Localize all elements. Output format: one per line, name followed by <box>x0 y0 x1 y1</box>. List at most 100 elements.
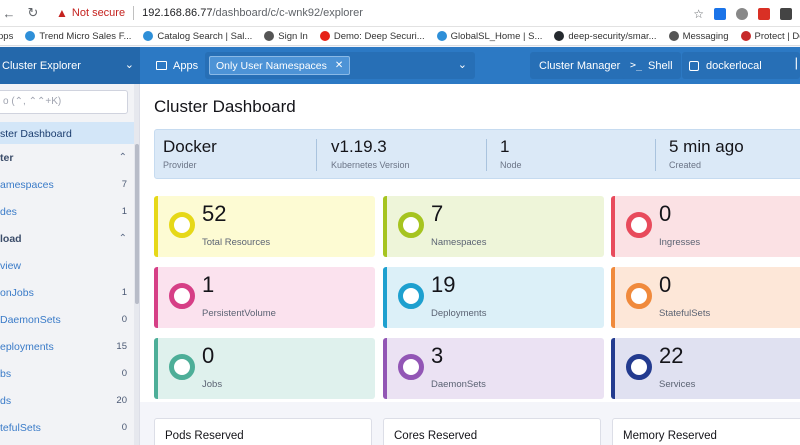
card-label: StatefulSets <box>659 308 711 319</box>
context-label: dockerlocal <box>706 59 762 72</box>
sidebar-item[interactable]: view <box>0 260 137 272</box>
resource-card[interactable]: 52 Total Resources <box>154 196 375 257</box>
security-warning[interactable]: ▲ Not secure <box>56 6 125 20</box>
resource-card[interactable]: 19 Deployments <box>383 267 604 328</box>
shell-button[interactable]: >_ Shell <box>622 52 681 79</box>
chevron-down-icon: ⌄ <box>124 59 134 71</box>
sidebar-item-label: des <box>0 206 17 218</box>
bookmark-item[interactable]: deep-security/smar... <box>554 30 657 42</box>
namespace-filter[interactable]: Only User Namespaces ✕ ⌄ <box>205 52 475 79</box>
reload-icon[interactable]: ↻ <box>27 5 39 20</box>
card-label: Ingresses <box>659 237 701 248</box>
resource-card[interactable]: 1 PersistentVolume <box>154 267 375 328</box>
sidebar-item[interactable]: DaemonSets 0 <box>0 314 137 326</box>
card-accent-bar <box>383 338 387 399</box>
resource-card[interactable]: 0 Ingresses <box>611 196 800 257</box>
context-selector[interactable]: dockerlocal | <box>682 52 800 79</box>
bookmark-item[interactable]: Sign In <box>264 31 308 42</box>
info-divider <box>655 139 656 171</box>
info-label: Kubernetes Version <box>331 160 410 170</box>
sidebar-item-count: 1 <box>121 206 127 217</box>
search-input[interactable]: o (⌃, ⌃⌃+K) <box>0 90 128 114</box>
sidebar-item[interactable]: eployments 15 <box>0 341 137 353</box>
ring-icon <box>626 354 652 380</box>
bookmark-label: deep-security/smar... <box>568 30 657 42</box>
cluster-explorer-selector[interactable]: Cluster Explorer ⌄ <box>0 47 140 84</box>
extension-icon-gray[interactable] <box>736 7 748 20</box>
resource-card[interactable]: 7 Namespaces <box>383 196 604 257</box>
memory-reserved-panel: Memory Reserved <box>612 418 800 445</box>
card-accent-bar <box>383 196 387 257</box>
ring-icon <box>626 212 652 238</box>
info-value: 5 min ago <box>669 137 744 156</box>
info-value: Docker <box>163 137 217 156</box>
back-icon[interactable]: ← <box>2 5 16 21</box>
bookmarks-bar: pps Trend Micro Sales F... Catalog Search … <box>0 27 800 46</box>
bookmark-label: Sign In <box>278 30 308 42</box>
sidebar-item[interactable]: onJobs 1 <box>0 287 137 299</box>
sidebar-scrollbar-thumb[interactable] <box>135 144 139 304</box>
card-count: 22 <box>659 343 684 368</box>
more-icon[interactable]: | <box>794 55 798 70</box>
card-label: DaemonSets <box>431 379 486 390</box>
bookmark-item[interactable]: Messaging <box>668 30 729 42</box>
info-label: Provider <box>163 160 197 170</box>
bookmark-item[interactable]: Trend Micro Sales F... <box>25 31 131 42</box>
resource-card[interactable]: 0 Jobs <box>154 338 375 399</box>
sidebar-item-label: bs <box>0 368 12 380</box>
bookmark-item[interactable]: Protect | Deep Secu... <box>740 31 800 42</box>
sidebar-item[interactable]: ds 20 <box>0 395 137 407</box>
ring-icon <box>169 212 195 238</box>
resource-card[interactable]: 0 StatefulSets <box>611 267 800 328</box>
extension-icon-dark[interactable] <box>780 7 792 20</box>
ring-icon <box>398 283 424 309</box>
ring-icon <box>398 212 424 238</box>
info-divider <box>486 139 487 171</box>
bookmark-item[interactable]: Catalog Search | Sal... <box>143 31 252 42</box>
apps-label: Apps <box>173 59 199 72</box>
bookmark-item[interactable]: Demo: Deep Securi... <box>319 31 425 42</box>
extension-icon-blue[interactable] <box>714 7 726 20</box>
sidebar-group-label: load <box>0 233 22 245</box>
sidebar-item-label: onJobs <box>0 287 34 299</box>
app-header: Cluster Explorer ⌄ Apps Only User Namesp… <box>0 47 800 84</box>
sidebar-item[interactable]: tefulSets 0 <box>0 422 137 434</box>
ring-icon <box>169 354 195 380</box>
info-value: 1 <box>500 137 510 156</box>
card-accent-bar <box>154 338 158 399</box>
apps-button[interactable]: Apps <box>148 52 207 79</box>
sidebar-group[interactable]: load ⌃ <box>0 233 137 245</box>
pdf-extension-icon[interactable] <box>758 7 770 20</box>
cluster-manager-label: Cluster Manager <box>539 59 621 72</box>
card-label: Jobs <box>202 379 223 390</box>
sidebar-item[interactable]: des 1 <box>0 206 137 218</box>
namespace-chip[interactable]: Only User Namespaces ✕ <box>209 56 351 75</box>
browser-toolbar-icons: ☆ <box>693 0 800 27</box>
cluster-manager-button[interactable]: Cluster Manager <box>530 52 630 79</box>
card-count: 52 <box>202 201 227 226</box>
address-field[interactable]: 192.168.86.77/dashboard/c/c-wnk92/explor… <box>142 7 363 19</box>
card-count: 0 <box>202 343 215 368</box>
url-host: 192.168.86.77 <box>142 7 213 19</box>
bookmark-favicon-icon <box>436 31 447 41</box>
sidebar-item-cluster-dashboard[interactable]: ster Dashboard <box>0 122 137 144</box>
sidebar-item[interactable]: bs 0 <box>0 368 137 380</box>
star-icon[interactable]: ☆ <box>693 6 704 21</box>
cluster-info-banner: Docker Provider v1.19.3 Kubernetes Versi… <box>154 129 800 179</box>
card-label: Deployments <box>431 308 487 319</box>
sidebar-item-count: 20 <box>116 395 127 406</box>
sidebar-item-label: DaemonSets <box>0 314 61 326</box>
card-count: 0 <box>659 272 672 297</box>
info-value: v1.19.3 <box>331 137 387 156</box>
info-label: Created <box>669 160 702 170</box>
card-label: PersistentVolume <box>202 308 276 319</box>
resource-card[interactable]: 22 Services <box>611 338 800 399</box>
resource-card[interactable]: 3 DaemonSets <box>383 338 604 399</box>
sidebar-item[interactable]: amespaces 7 <box>0 179 137 191</box>
bookmark-label: Messaging <box>682 30 729 42</box>
sidebar-group[interactable]: ter ⌃ <box>0 152 137 164</box>
bookmark-item[interactable]: pps <box>0 31 13 42</box>
bookmark-item[interactable]: GlobalSL_Home | S... <box>436 31 542 42</box>
close-icon[interactable]: ✕ <box>334 60 344 71</box>
ring-icon <box>398 354 424 380</box>
